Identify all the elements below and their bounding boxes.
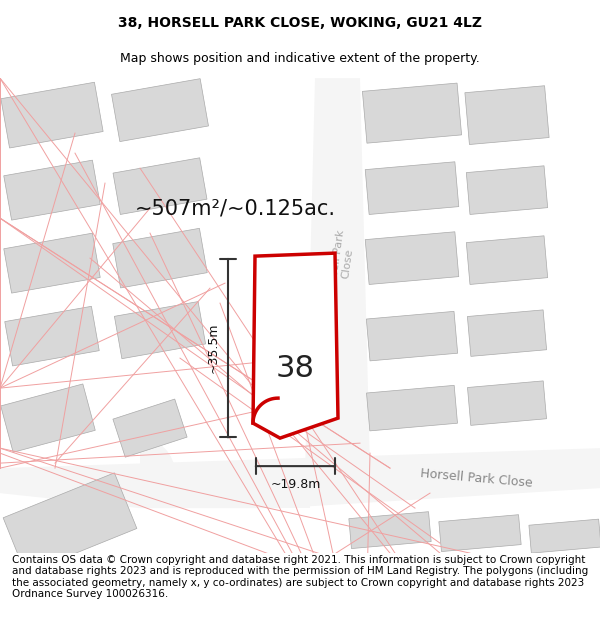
Polygon shape	[349, 512, 431, 549]
Polygon shape	[113, 158, 207, 214]
Polygon shape	[439, 515, 521, 551]
Polygon shape	[367, 311, 458, 361]
Text: Contains OS data © Crown copyright and database right 2021. This information is : Contains OS data © Crown copyright and d…	[12, 554, 588, 599]
Polygon shape	[466, 166, 548, 214]
Polygon shape	[467, 381, 547, 426]
Polygon shape	[1, 384, 95, 452]
Polygon shape	[140, 473, 310, 508]
Polygon shape	[253, 253, 338, 438]
Polygon shape	[365, 232, 459, 284]
Polygon shape	[115, 302, 206, 359]
Polygon shape	[5, 306, 99, 366]
Polygon shape	[365, 162, 459, 214]
Text: 38, HORSELL PARK CLOSE, WOKING, GU21 4LZ: 38, HORSELL PARK CLOSE, WOKING, GU21 4LZ	[118, 16, 482, 31]
Polygon shape	[305, 78, 370, 478]
Text: Map shows position and indicative extent of the property.: Map shows position and indicative extent…	[120, 52, 480, 65]
Wedge shape	[140, 438, 175, 473]
Polygon shape	[466, 236, 548, 284]
Polygon shape	[0, 448, 600, 508]
Text: Horsell Park Close: Horsell Park Close	[420, 467, 533, 489]
Polygon shape	[362, 83, 461, 143]
Text: ~507m²/~0.125ac.: ~507m²/~0.125ac.	[134, 198, 335, 218]
Polygon shape	[465, 86, 549, 144]
Polygon shape	[529, 519, 600, 553]
Polygon shape	[113, 228, 207, 288]
Polygon shape	[1, 82, 103, 148]
Polygon shape	[3, 473, 137, 573]
Text: ~19.8m: ~19.8m	[271, 478, 320, 491]
Text: Horsell Park
Close: Horsell Park Close	[327, 229, 357, 298]
Polygon shape	[367, 386, 457, 431]
Polygon shape	[113, 399, 187, 458]
Polygon shape	[4, 160, 100, 220]
Polygon shape	[4, 233, 100, 293]
Polygon shape	[467, 310, 547, 356]
Text: 38: 38	[275, 354, 314, 382]
Text: ~35.5m: ~35.5m	[207, 323, 220, 373]
Polygon shape	[112, 79, 208, 142]
